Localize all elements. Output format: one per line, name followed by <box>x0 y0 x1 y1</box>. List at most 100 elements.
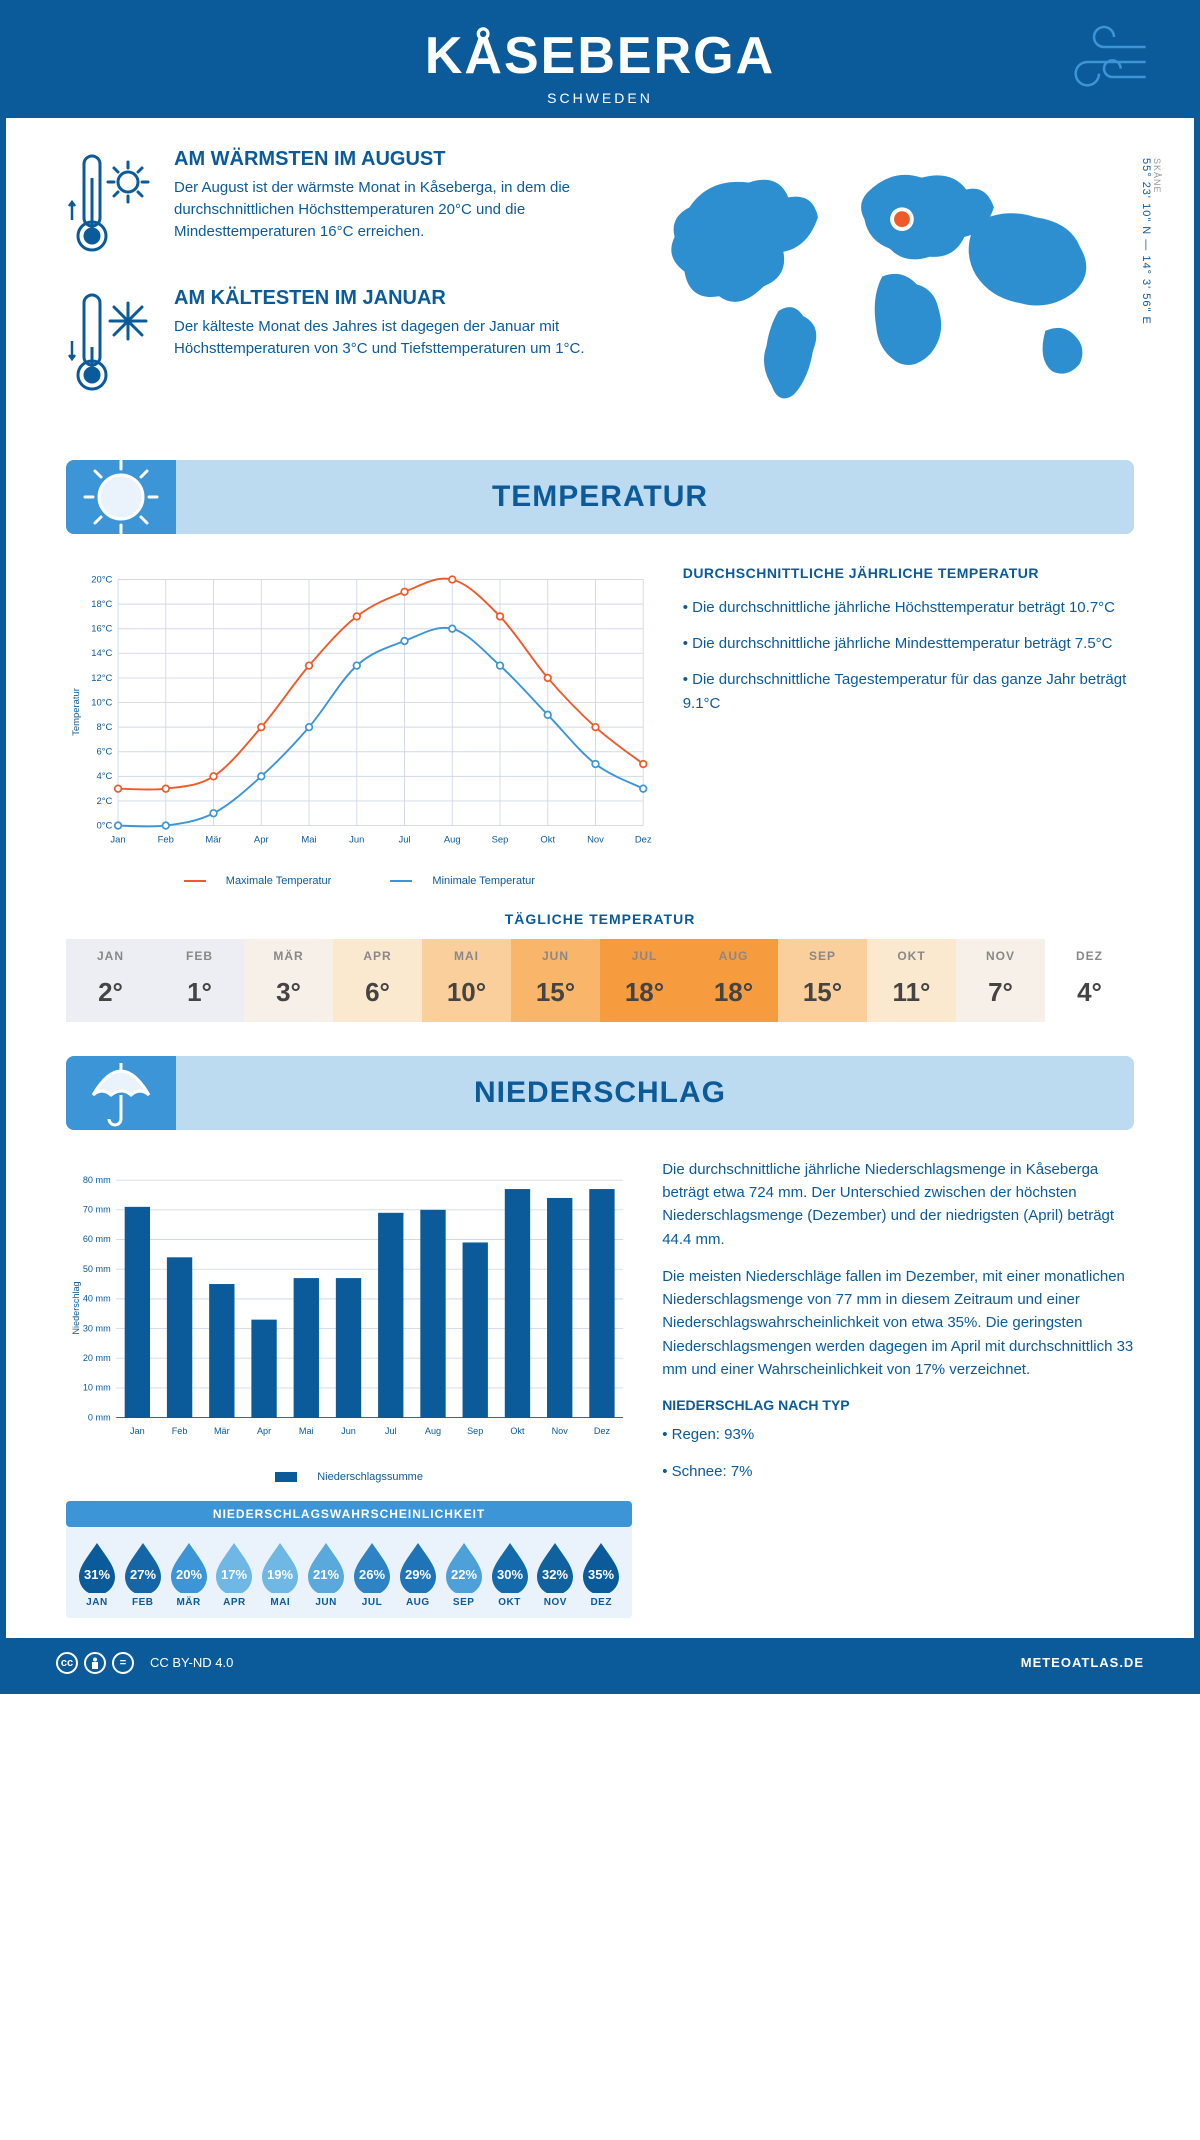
svg-text:Mär: Mär <box>205 834 221 845</box>
drop-month: SEP <box>441 1597 487 1608</box>
svg-text:14°C: 14°C <box>91 648 112 659</box>
svg-text:70 mm: 70 mm <box>83 1204 111 1214</box>
svg-text:Mär: Mär <box>214 1426 230 1436</box>
warm-block: AM WÄRMSTEN IM AUGUST Der August ist der… <box>66 148 610 263</box>
temp-cell-month: FEB <box>155 949 244 963</box>
svg-text:Aug: Aug <box>425 1426 441 1436</box>
prob-drop: 22% SEP <box>441 1541 487 1608</box>
temp-cell-value: 15° <box>511 977 600 1008</box>
svg-text:18°C: 18°C <box>91 599 112 610</box>
drop-month: NOV <box>532 1597 578 1608</box>
thermometer-hot-icon <box>66 148 156 263</box>
svg-text:Apr: Apr <box>257 1426 271 1436</box>
wind-icon <box>1054 22 1154 102</box>
warm-body: Der August ist der wärmste Monat in Kåse… <box>174 177 610 242</box>
coords-value: 55° 23' 10" N — 14° 3' 56" E <box>1140 158 1152 325</box>
svg-text:0°C: 0°C <box>96 820 112 831</box>
daily-temp-title: TÄGLICHE TEMPERATUR <box>66 911 1134 927</box>
prob-drop: 32%NOV <box>532 1541 578 1608</box>
cold-body: Der kälteste Monat des Jahres ist dagege… <box>174 316 610 360</box>
temp-cell-value: 7° <box>956 977 1045 1008</box>
svg-text:Aug: Aug <box>444 834 461 845</box>
svg-text:30 mm: 30 mm <box>83 1323 111 1333</box>
svg-text:21%: 21% <box>313 1567 339 1582</box>
temp-cell: SEP 15° <box>778 939 867 1022</box>
prob-title: NIEDERSCHLAGSWAHRSCHEINLICHKEIT <box>66 1501 632 1527</box>
svg-text:20%: 20% <box>176 1567 202 1582</box>
svg-text:Jul: Jul <box>398 834 410 845</box>
legend-min: Minimale Temperatur <box>432 875 535 887</box>
prob-drop: 30%OKT <box>487 1541 533 1608</box>
temp-cell-value: 18° <box>600 977 689 1008</box>
temp-cell-month: JUN <box>511 949 600 963</box>
temp-cell-month: DEZ <box>1045 949 1134 963</box>
precipitation-chart: 0 mm10 mm20 mm30 mm40 mm50 mm60 mm70 mm8… <box>66 1158 632 1458</box>
precip-snow: • Schnee: 7% <box>662 1460 1134 1483</box>
temp-cell-value: 3° <box>244 977 333 1008</box>
drop-month: AUG <box>395 1597 441 1608</box>
temp-cell: MÄR3° <box>244 939 333 1022</box>
temp-cell-month: NOV <box>956 949 1045 963</box>
precip-legend: Niederschlagssumme <box>66 1471 632 1483</box>
by-icon <box>84 1652 106 1674</box>
svg-text:Okt: Okt <box>510 1426 525 1436</box>
temp-cell: JUL 18° <box>600 939 689 1022</box>
cc-icon: cc <box>56 1652 78 1674</box>
temp-cell-month: JUL <box>600 949 689 963</box>
svg-text:Nov: Nov <box>587 834 604 845</box>
svg-text:8°C: 8°C <box>96 722 112 733</box>
temp-cell: AUG18° <box>689 939 778 1022</box>
temp-cell: JAN2° <box>66 939 155 1022</box>
temp-cell-month: OKT <box>867 949 956 963</box>
svg-text:40 mm: 40 mm <box>83 1293 111 1303</box>
svg-text:Niederschlag: Niederschlag <box>71 1281 81 1334</box>
legend-max: Maximale Temperatur <box>226 875 332 887</box>
thermometer-cold-icon <box>66 287 156 402</box>
temp-cell-month: SEP <box>778 949 867 963</box>
prob-drop: 17%APR <box>212 1541 258 1608</box>
svg-text:Sep: Sep <box>492 834 509 845</box>
warm-title: AM WÄRMSTEN IM AUGUST <box>174 148 610 171</box>
drop-month: MAI <box>257 1597 303 1608</box>
temperature-chart: 0°C2°C4°C6°C8°C10°C12°C14°C16°C18°C20°CJ… <box>66 562 653 887</box>
temp-cell: OKT11° <box>867 939 956 1022</box>
drop-month: FEB <box>120 1597 166 1608</box>
prob-drop: 21%JUN <box>303 1541 349 1608</box>
temperature-banner: TEMPERATUR <box>66 460 1134 534</box>
summary-bullet: • Die durchschnittliche jährliche Mindes… <box>683 632 1134 656</box>
site-name: METEOATLAS.DE <box>1021 1655 1144 1670</box>
svg-text:4°C: 4°C <box>96 771 112 782</box>
svg-text:35%: 35% <box>588 1567 614 1582</box>
svg-text:12°C: 12°C <box>91 673 112 684</box>
svg-text:Dez: Dez <box>594 1426 611 1436</box>
svg-text:31%: 31% <box>84 1567 110 1582</box>
svg-text:20 mm: 20 mm <box>83 1353 111 1363</box>
intro: AM WÄRMSTEN IM AUGUST Der August ist der… <box>66 148 1134 430</box>
svg-text:Sep: Sep <box>467 1426 483 1436</box>
header: KÅSEBERGA SCHWEDEN <box>6 6 1194 118</box>
drop-month: OKT <box>487 1597 533 1608</box>
license-text: CC BY-ND 4.0 <box>150 1655 233 1670</box>
temp-cell-value: 15° <box>778 977 867 1008</box>
svg-text:29%: 29% <box>405 1567 431 1582</box>
summary-title: DURCHSCHNITTLICHE JÄHRLICHE TEMPERATUR <box>683 562 1134 584</box>
umbrella-icon <box>66 1056 176 1130</box>
temp-cell: APR6° <box>333 939 422 1022</box>
drop-month: JAN <box>74 1597 120 1608</box>
sun-icon <box>66 460 176 534</box>
svg-text:Jan: Jan <box>110 834 125 845</box>
svg-text:19%: 19% <box>267 1567 293 1582</box>
temp-cell: FEB1° <box>155 939 244 1022</box>
precip-body1: Die durchschnittliche jährliche Niedersc… <box>662 1158 1134 1251</box>
drop-month: JUL <box>349 1597 395 1608</box>
prob-drop: 26%JUL <box>349 1541 395 1608</box>
svg-text:22%: 22% <box>451 1567 477 1582</box>
prob-drop: 27%FEB <box>120 1541 166 1608</box>
temp-cell: JUN 15° <box>511 939 600 1022</box>
prob-drop: 31% JAN <box>74 1541 120 1608</box>
summary-bullet: • Die durchschnittliche jährliche Höchst… <box>683 596 1134 620</box>
svg-text:2°C: 2°C <box>96 796 112 807</box>
temp-cell-month: MAI <box>422 949 511 963</box>
prob-drop: 35%DEZ <box>578 1541 624 1608</box>
temperature-summary: DURCHSCHNITTLICHE JÄHRLICHE TEMPERATUR •… <box>683 562 1134 887</box>
